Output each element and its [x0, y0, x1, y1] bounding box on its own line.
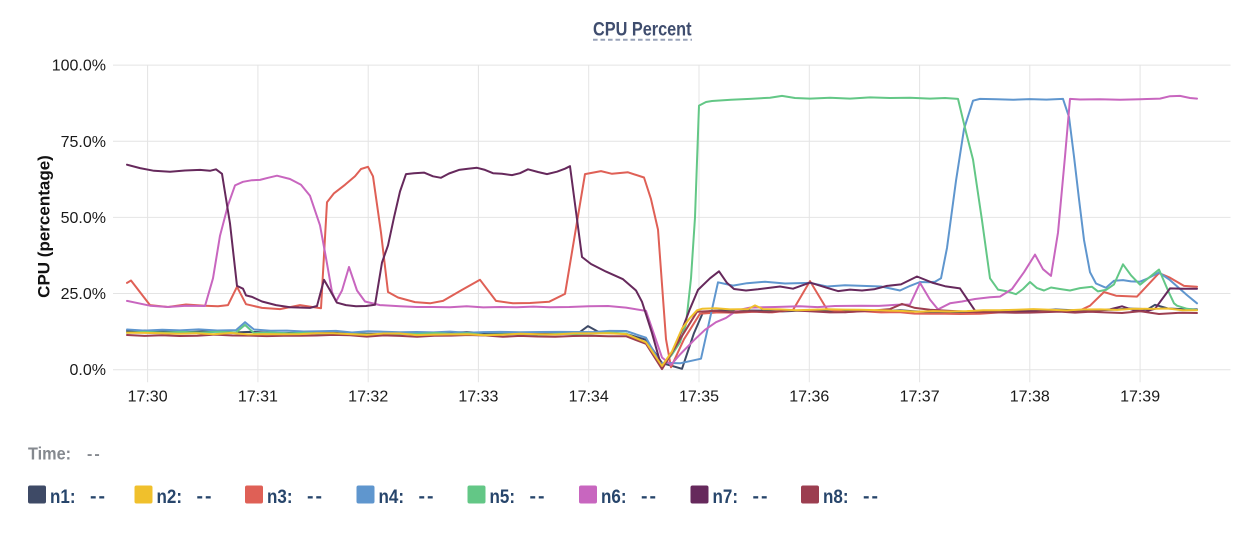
- svg-text:--: --: [307, 486, 324, 508]
- svg-text:n7:: n7:: [713, 486, 739, 508]
- svg-text:--: --: [753, 486, 770, 508]
- svg-text:75.0%: 75.0%: [61, 134, 106, 151]
- svg-text:--: --: [197, 486, 214, 508]
- svg-text:17:32: 17:32: [348, 389, 388, 406]
- svg-text:n3:: n3:: [267, 486, 293, 508]
- svg-text:CPU Percent: CPU Percent: [593, 19, 692, 41]
- svg-text:--: --: [863, 486, 880, 508]
- svg-text:17:39: 17:39: [1120, 389, 1160, 406]
- svg-text:17:35: 17:35: [679, 389, 719, 406]
- svg-text:--: --: [530, 486, 547, 508]
- svg-text:--: --: [419, 486, 436, 508]
- svg-text:50.0%: 50.0%: [61, 210, 106, 227]
- svg-text:17:30: 17:30: [128, 389, 168, 406]
- svg-text:CPU (percentage): CPU (percentage): [35, 155, 54, 298]
- svg-text:0.0%: 0.0%: [70, 362, 106, 379]
- svg-text:17:34: 17:34: [569, 389, 609, 406]
- svg-text:n8:: n8:: [823, 486, 849, 508]
- svg-text:n5:: n5:: [490, 486, 516, 508]
- svg-text:--: --: [87, 446, 102, 463]
- svg-text:17:37: 17:37: [900, 389, 940, 406]
- svg-text:17:38: 17:38: [1010, 389, 1050, 406]
- svg-text:n6:: n6:: [601, 486, 627, 508]
- svg-text:n4:: n4:: [379, 486, 405, 508]
- svg-text:--: --: [90, 486, 107, 508]
- svg-text:Time:: Time:: [28, 444, 71, 464]
- svg-text:17:36: 17:36: [789, 389, 829, 406]
- svg-text:25.0%: 25.0%: [61, 286, 106, 303]
- svg-text:17:33: 17:33: [458, 389, 498, 406]
- svg-text:--: --: [641, 486, 658, 508]
- svg-text:n2:: n2:: [157, 486, 183, 508]
- svg-text:100.0%: 100.0%: [52, 58, 106, 75]
- svg-text:17:31: 17:31: [238, 389, 278, 406]
- svg-text:n1:: n1:: [50, 486, 76, 508]
